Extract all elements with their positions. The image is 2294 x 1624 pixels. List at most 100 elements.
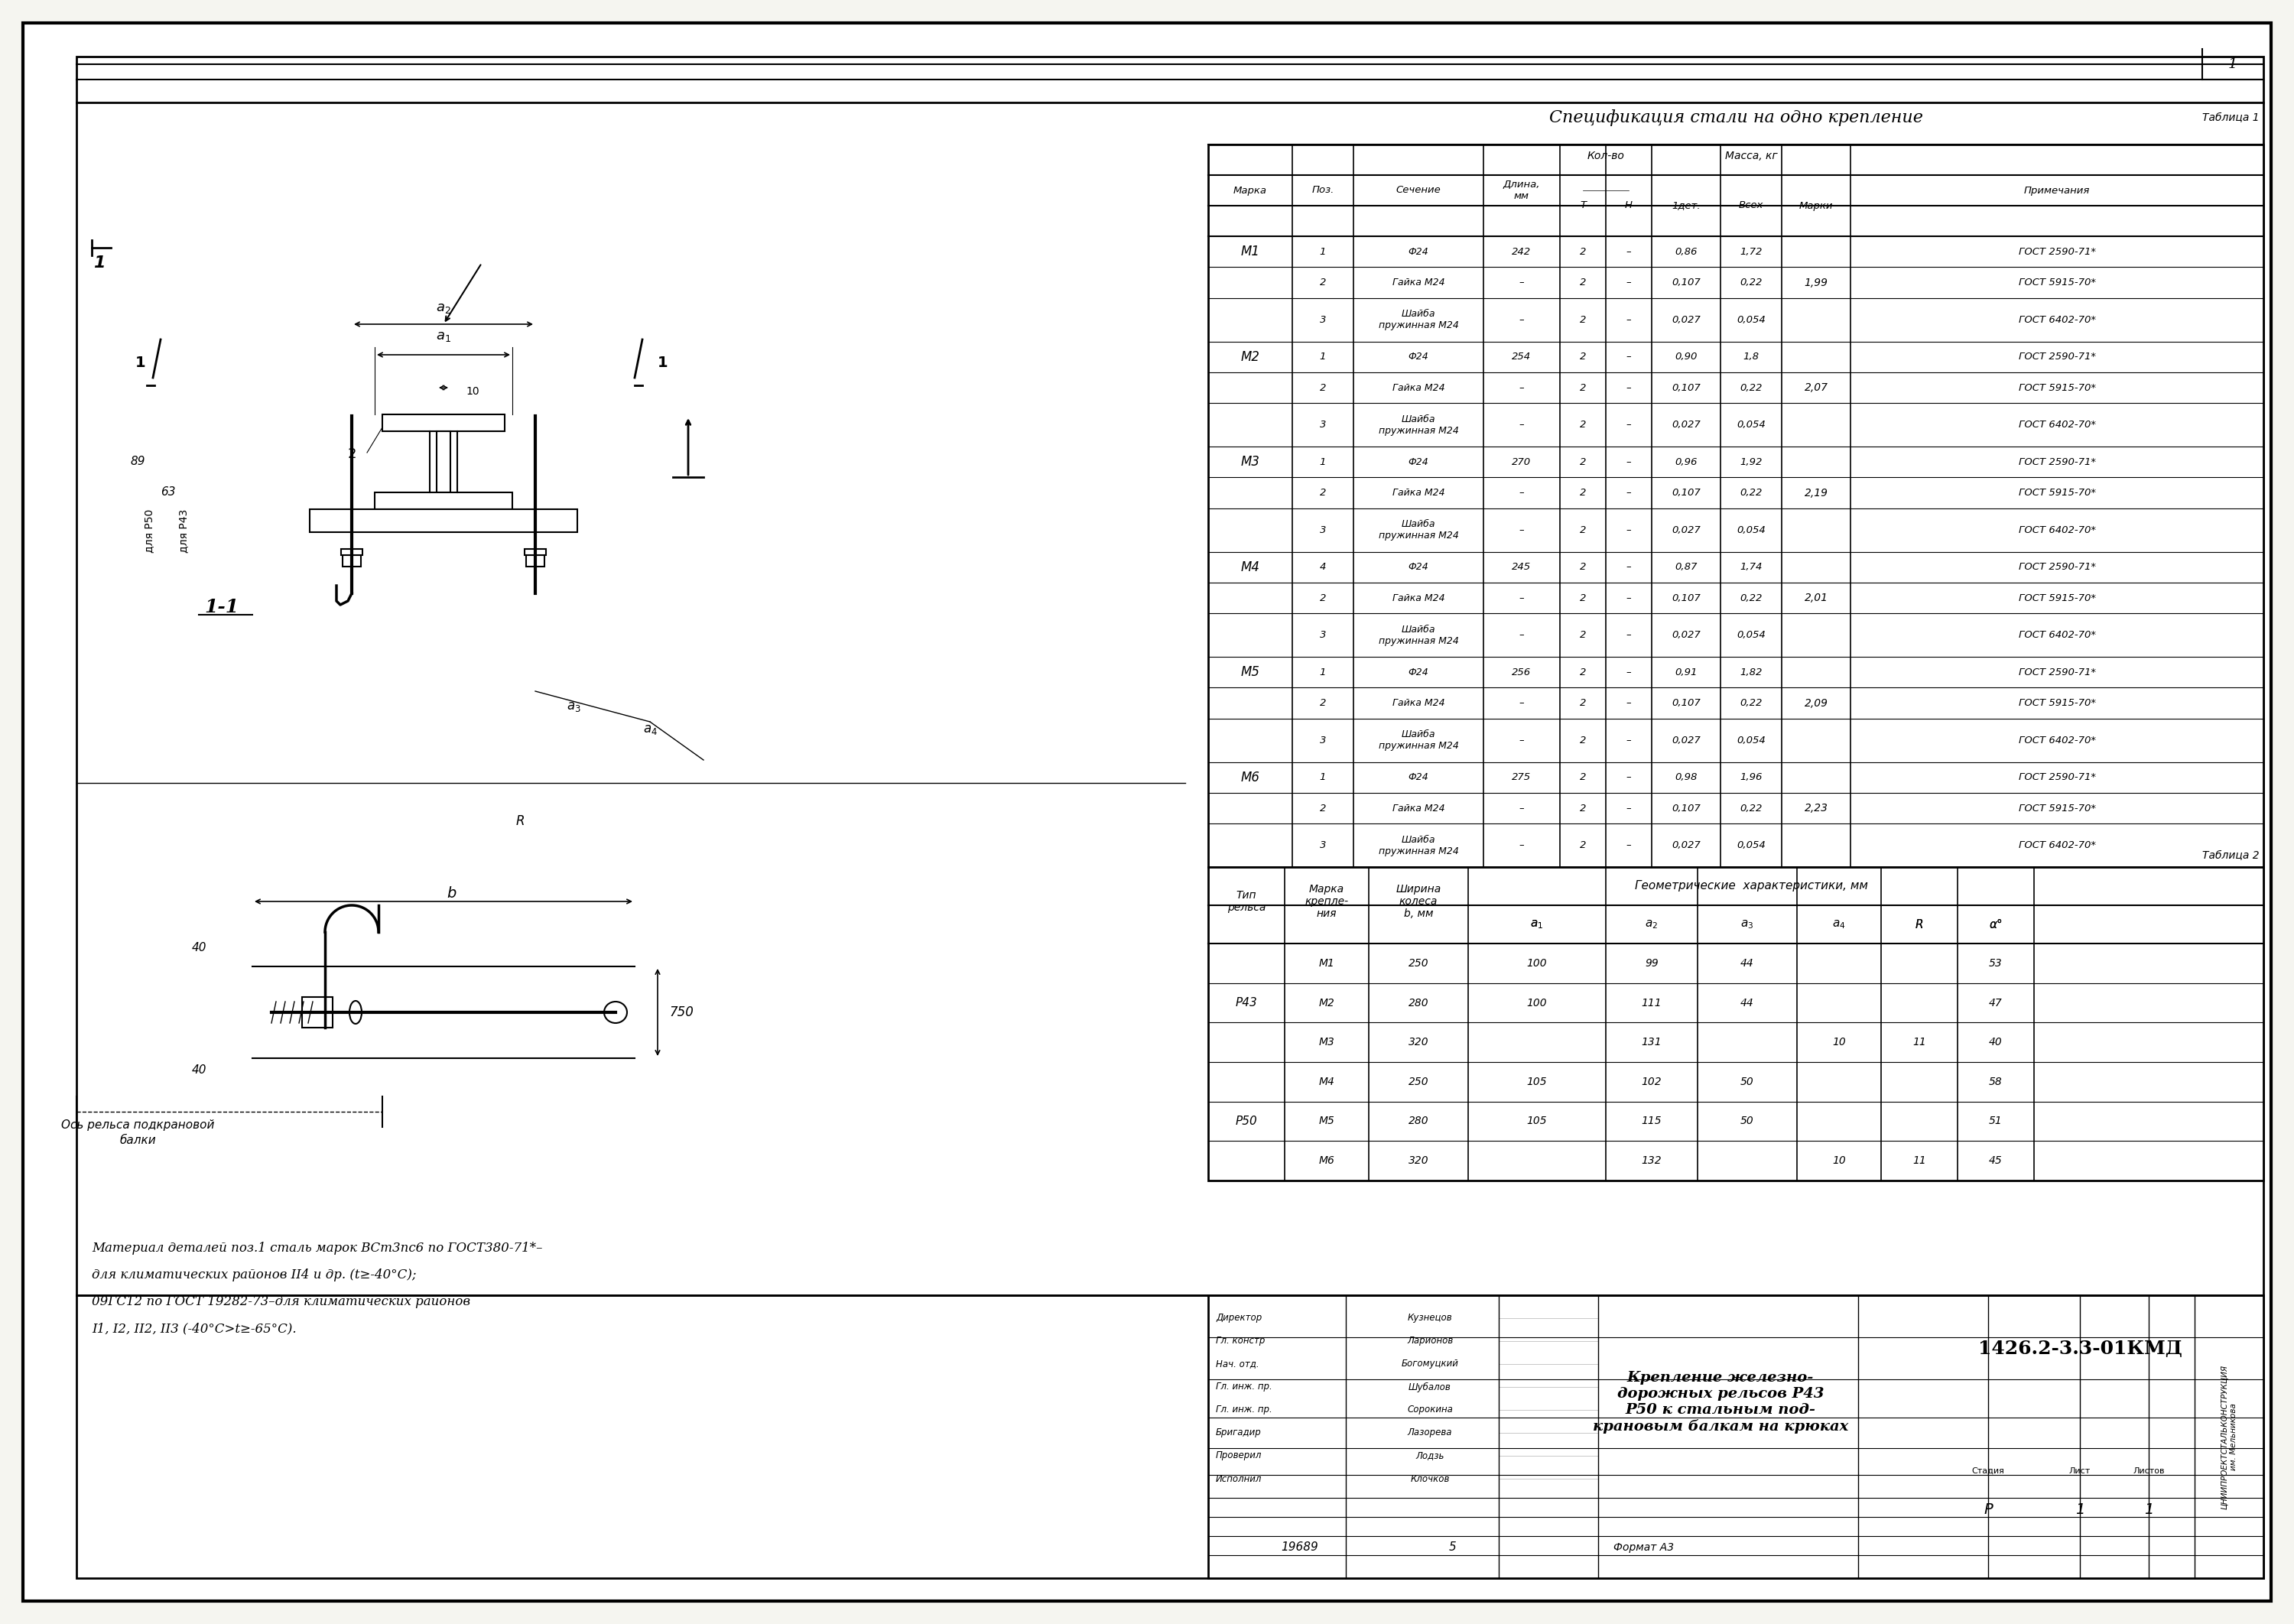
Text: Крепление железно-
дорожных рельсов Р43
Р50 к стальным под-
крановым балкам на к: Крепление железно- дорожных рельсов Р43 … xyxy=(1592,1371,1849,1434)
Text: 0,107: 0,107 xyxy=(1672,278,1700,287)
Text: –: – xyxy=(1519,841,1523,851)
Text: М3: М3 xyxy=(1319,1036,1335,1047)
Text: –: – xyxy=(1626,630,1631,640)
Text: Масса, кг: Масса, кг xyxy=(1725,151,1778,161)
Text: 0,054: 0,054 xyxy=(1737,421,1766,430)
Text: для климатических районов II4 и др. (t≥-40°С);: для климатических районов II4 и др. (t≥-… xyxy=(92,1268,418,1281)
Text: $a_3$: $a_3$ xyxy=(567,700,580,713)
Text: 0,96: 0,96 xyxy=(1675,456,1698,468)
Text: 2,19: 2,19 xyxy=(1803,487,1828,499)
Text: –: – xyxy=(1519,315,1523,325)
Bar xyxy=(525,549,546,555)
Text: Ф24: Ф24 xyxy=(1409,456,1429,468)
Ellipse shape xyxy=(349,1000,362,1023)
Text: 2: 2 xyxy=(1319,593,1326,603)
Text: 250: 250 xyxy=(1409,958,1429,968)
Text: Шайба
пружинная М24: Шайба пружинная М24 xyxy=(1379,309,1459,330)
Text: М4: М4 xyxy=(1319,1077,1335,1086)
Text: –: – xyxy=(1519,487,1523,499)
Text: Шайба
пружинная М24: Шайба пружинная М24 xyxy=(1379,625,1459,646)
Text: –: – xyxy=(1626,804,1631,814)
Ellipse shape xyxy=(603,1002,626,1023)
Text: Р43: Р43 xyxy=(1236,997,1257,1009)
Text: 3: 3 xyxy=(1319,525,1326,534)
Text: 270: 270 xyxy=(1512,456,1532,468)
Text: Материал деталей поз.1 сталь марок ВСт3пс6 по ГОСТ380-71*–: Материал деталей поз.1 сталь марок ВСт3п… xyxy=(92,1242,541,1255)
Text: 2: 2 xyxy=(1581,487,1585,499)
Text: 2,01: 2,01 xyxy=(1803,593,1828,604)
Text: 50: 50 xyxy=(1741,1116,1755,1127)
Text: Гл. инж. пр.: Гл. инж. пр. xyxy=(1216,1382,1273,1392)
Text: 09ГС12 по ГОСТ 19282-73–для климатических районов: 09ГС12 по ГОСТ 19282-73–для климатически… xyxy=(92,1296,470,1309)
Text: 1: 1 xyxy=(1319,352,1326,362)
Text: ГОСТ 2590-71*: ГОСТ 2590-71* xyxy=(2019,667,2097,677)
Text: –: – xyxy=(1626,247,1631,257)
Text: α°: α° xyxy=(1989,919,2003,931)
Text: Шубалов: Шубалов xyxy=(1409,1382,1452,1392)
Text: 0,027: 0,027 xyxy=(1672,630,1700,640)
Text: 280: 280 xyxy=(1409,1116,1429,1127)
Text: М5: М5 xyxy=(1241,666,1259,679)
Text: Примечания: Примечания xyxy=(2023,185,2090,195)
Text: 131: 131 xyxy=(1643,1036,1661,1047)
Text: 11: 11 xyxy=(1913,1036,1927,1047)
Text: 105: 105 xyxy=(1528,1116,1546,1127)
Text: 256: 256 xyxy=(1512,667,1532,677)
Text: 132: 132 xyxy=(1643,1155,1661,1166)
Text: 275: 275 xyxy=(1512,773,1532,783)
Text: Р: Р xyxy=(1984,1502,1993,1517)
Text: I1, I2, II2, II3 (-40°С>t≥-65°С).: I1, I2, II2, II3 (-40°С>t≥-65°С). xyxy=(92,1322,296,1335)
Text: ГОСТ 5915-70*: ГОСТ 5915-70* xyxy=(2019,487,2097,499)
Text: 2: 2 xyxy=(1581,841,1585,851)
Text: ГОСТ 5915-70*: ГОСТ 5915-70* xyxy=(2019,804,2097,814)
Text: 1: 1 xyxy=(94,255,106,271)
Text: 100: 100 xyxy=(1528,958,1546,968)
Text: 10: 10 xyxy=(466,387,479,396)
Text: ГОСТ 6402-70*: ГОСТ 6402-70* xyxy=(2019,736,2097,745)
Text: Кузнецов: Кузнецов xyxy=(1409,1314,1452,1324)
Text: 105: 105 xyxy=(1528,1077,1546,1086)
Text: Геометрические  характеристики, мм: Геометрические характеристики, мм xyxy=(1636,880,1867,892)
Text: Таблица 1: Таблица 1 xyxy=(2202,112,2260,123)
Text: Гайка М24: Гайка М24 xyxy=(1392,487,1445,499)
Text: 2: 2 xyxy=(346,447,356,461)
Text: ГОСТ 6402-70*: ГОСТ 6402-70* xyxy=(2019,630,2097,640)
Text: М1: М1 xyxy=(1319,958,1335,968)
Bar xyxy=(383,414,505,432)
Bar xyxy=(310,510,578,533)
Text: $a_4$: $a_4$ xyxy=(642,723,656,736)
Text: 1,92: 1,92 xyxy=(1739,456,1762,468)
Text: 750: 750 xyxy=(670,1005,693,1020)
Text: Марки: Марки xyxy=(1798,201,1833,211)
Text: 3: 3 xyxy=(1319,736,1326,745)
Text: 0,107: 0,107 xyxy=(1672,804,1700,814)
Text: –: – xyxy=(1519,630,1523,640)
Text: 2: 2 xyxy=(1581,562,1585,572)
Text: 0,87: 0,87 xyxy=(1675,562,1698,572)
Text: 0,22: 0,22 xyxy=(1739,278,1762,287)
Text: 1: 1 xyxy=(135,356,145,370)
Text: $a_1$: $a_1$ xyxy=(436,330,452,343)
Text: $a_1$: $a_1$ xyxy=(1530,919,1544,931)
Text: Гайка М24: Гайка М24 xyxy=(1392,804,1445,814)
Text: 1,99: 1,99 xyxy=(1803,278,1828,287)
Text: Гайка М24: Гайка М24 xyxy=(1392,383,1445,393)
Text: Гайка М24: Гайка М24 xyxy=(1392,593,1445,603)
Text: Н: Н xyxy=(1624,201,1633,211)
Text: 0,22: 0,22 xyxy=(1739,593,1762,603)
Text: –: – xyxy=(1626,698,1631,708)
Text: 10: 10 xyxy=(1833,1155,1847,1166)
Text: М3: М3 xyxy=(1241,455,1259,469)
Text: Нач. отд.: Нач. отд. xyxy=(1216,1359,1259,1369)
Text: 0,107: 0,107 xyxy=(1672,383,1700,393)
Text: –: – xyxy=(1626,773,1631,783)
Text: 0,107: 0,107 xyxy=(1672,487,1700,499)
Text: ГОСТ 2590-71*: ГОСТ 2590-71* xyxy=(2019,456,2097,468)
Text: Шайба
пружинная М24: Шайба пружинная М24 xyxy=(1379,729,1459,750)
Text: –: – xyxy=(1626,456,1631,468)
Text: 102: 102 xyxy=(1643,1077,1661,1086)
Text: 0,027: 0,027 xyxy=(1672,421,1700,430)
Text: 10: 10 xyxy=(1833,1036,1847,1047)
Text: 1,74: 1,74 xyxy=(1739,562,1762,572)
Text: 2: 2 xyxy=(1581,525,1585,534)
